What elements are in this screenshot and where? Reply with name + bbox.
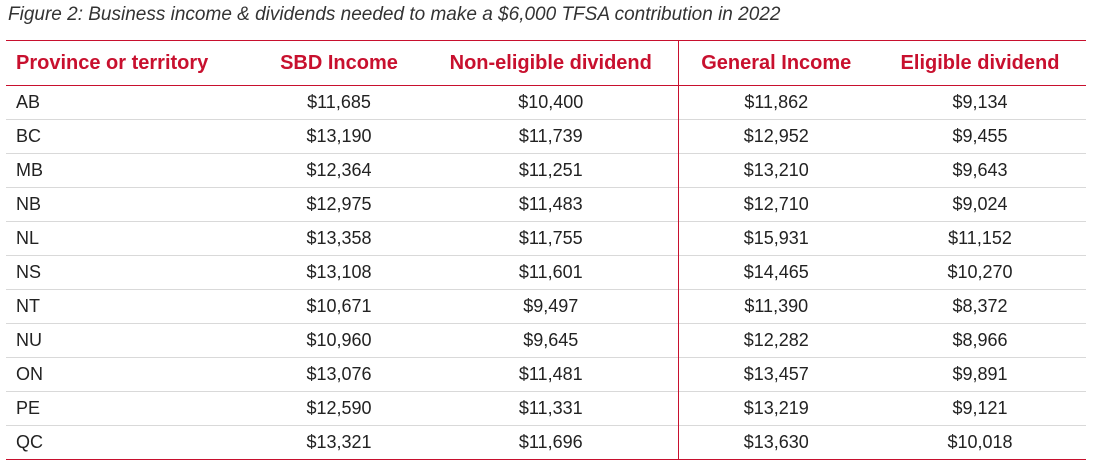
cell-sbd-income: $10,960 xyxy=(254,324,424,358)
cell-province: NU xyxy=(6,324,254,358)
cell-general-income: $13,630 xyxy=(678,426,874,460)
header-general-income: General Income xyxy=(678,41,874,86)
cell-general-income: $15,931 xyxy=(678,222,874,256)
cell-non-eligible-dividend: $11,739 xyxy=(424,120,678,154)
cell-eligible-dividend: $9,121 xyxy=(874,392,1086,426)
table-row: MB $12,364 $11,251 $13,210 $9,643 xyxy=(6,154,1086,188)
cell-eligible-dividend: $9,024 xyxy=(874,188,1086,222)
cell-non-eligible-dividend: $9,497 xyxy=(424,290,678,324)
cell-non-eligible-dividend: $9,645 xyxy=(424,324,678,358)
cell-sbd-income: $13,321 xyxy=(254,426,424,460)
cell-province: QC xyxy=(6,426,254,460)
table-row: PE $12,590 $11,331 $13,219 $9,121 xyxy=(6,392,1086,426)
cell-eligible-dividend: $11,152 xyxy=(874,222,1086,256)
table-row: NU $10,960 $9,645 $12,282 $8,966 xyxy=(6,324,1086,358)
cell-sbd-income: $10,671 xyxy=(254,290,424,324)
cell-province: MB xyxy=(6,154,254,188)
cell-eligible-dividend: $10,018 xyxy=(874,426,1086,460)
header-row: Province or territory SBD Income Non-eli… xyxy=(6,41,1086,86)
cell-eligible-dividend: $9,455 xyxy=(874,120,1086,154)
table-row: AB $11,685 $10,400 $11,862 $9,134 xyxy=(6,86,1086,120)
cell-general-income: $13,210 xyxy=(678,154,874,188)
cell-province: NB xyxy=(6,188,254,222)
income-dividend-table: Province or territory SBD Income Non-eli… xyxy=(6,40,1086,460)
cell-non-eligible-dividend: $11,331 xyxy=(424,392,678,426)
table-row: BC $13,190 $11,739 $12,952 $9,455 xyxy=(6,120,1086,154)
cell-sbd-income: $12,975 xyxy=(254,188,424,222)
cell-province: PE xyxy=(6,392,254,426)
cell-general-income: $12,710 xyxy=(678,188,874,222)
table-row: NB $12,975 $11,483 $12,710 $9,024 xyxy=(6,188,1086,222)
table-row: NS $13,108 $11,601 $14,465 $10,270 xyxy=(6,256,1086,290)
cell-sbd-income: $11,685 xyxy=(254,86,424,120)
table-body: AB $11,685 $10,400 $11,862 $9,134 BC $13,190 $1… xyxy=(6,86,1086,460)
cell-sbd-income: $13,076 xyxy=(254,358,424,392)
cell-non-eligible-dividend: $11,755 xyxy=(424,222,678,256)
cell-non-eligible-dividend: $11,481 xyxy=(424,358,678,392)
cell-province: ON xyxy=(6,358,254,392)
cell-general-income: $13,219 xyxy=(678,392,874,426)
header-sbd-income: SBD Income xyxy=(254,41,424,86)
cell-non-eligible-dividend: $11,483 xyxy=(424,188,678,222)
table-row: NL $13,358 $11,755 $15,931 $11,152 xyxy=(6,222,1086,256)
header-non-eligible-dividend: Non-eligible dividend xyxy=(424,41,678,86)
table-row: NT $10,671 $9,497 $11,390 $8,372 xyxy=(6,290,1086,324)
cell-sbd-income: $12,590 xyxy=(254,392,424,426)
cell-eligible-dividend: $9,891 xyxy=(874,358,1086,392)
header-province: Province or territory xyxy=(6,41,254,86)
cell-eligible-dividend: $8,966 xyxy=(874,324,1086,358)
cell-eligible-dividend: $8,372 xyxy=(874,290,1086,324)
cell-general-income: $14,465 xyxy=(678,256,874,290)
cell-sbd-income: $13,358 xyxy=(254,222,424,256)
cell-province: NS xyxy=(6,256,254,290)
cell-non-eligible-dividend: $10,400 xyxy=(424,86,678,120)
cell-sbd-income: $13,190 xyxy=(254,120,424,154)
cell-eligible-dividend: $9,643 xyxy=(874,154,1086,188)
table-row: ON $13,076 $11,481 $13,457 $9,891 xyxy=(6,358,1086,392)
table-row: QC $13,321 $11,696 $13,630 $10,018 xyxy=(6,426,1086,460)
cell-sbd-income: $13,108 xyxy=(254,256,424,290)
cell-general-income: $11,862 xyxy=(678,86,874,120)
figure-caption: Figure 2: Business income & dividends ne… xyxy=(8,4,780,26)
cell-non-eligible-dividend: $11,251 xyxy=(424,154,678,188)
cell-general-income: $12,952 xyxy=(678,120,874,154)
cell-non-eligible-dividend: $11,696 xyxy=(424,426,678,460)
cell-general-income: $12,282 xyxy=(678,324,874,358)
cell-province: AB xyxy=(6,86,254,120)
cell-eligible-dividend: $10,270 xyxy=(874,256,1086,290)
cell-eligible-dividend: $9,134 xyxy=(874,86,1086,120)
cell-general-income: $11,390 xyxy=(678,290,874,324)
header-eligible-dividend: Eligible dividend xyxy=(874,41,1086,86)
cell-non-eligible-dividend: $11,601 xyxy=(424,256,678,290)
cell-general-income: $13,457 xyxy=(678,358,874,392)
cell-sbd-income: $12,364 xyxy=(254,154,424,188)
cell-province: BC xyxy=(6,120,254,154)
cell-province: NT xyxy=(6,290,254,324)
cell-province: NL xyxy=(6,222,254,256)
